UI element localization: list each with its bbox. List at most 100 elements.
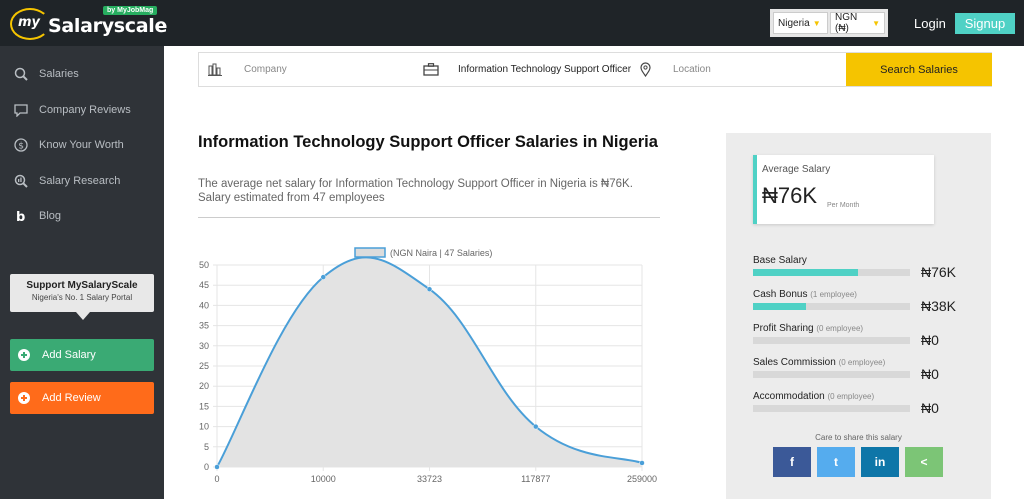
chevron-down-icon: ▼ bbox=[872, 18, 880, 28]
salary-distribution-chart: 0 5 10 15 20 25 30 35 40 45 50 0 10000 33723 117877 259… bbox=[199, 247, 657, 484]
chevron-down-icon: ▼ bbox=[812, 18, 821, 28]
y-tick-label: 35 bbox=[199, 321, 209, 331]
briefcase-icon bbox=[423, 63, 439, 76]
divider bbox=[198, 217, 660, 218]
salary-component-bar-fill bbox=[753, 303, 807, 310]
sidebar-item-blog[interactable]: b Blog bbox=[14, 207, 61, 225]
search-bar: Company Information Technology Support O… bbox=[198, 52, 992, 87]
sidebar-item-salary-research[interactable]: Salary Research bbox=[14, 172, 120, 190]
support-tooltip: Support MySalaryScale Nigeria's No. 1 Sa… bbox=[10, 274, 154, 320]
support-title: Support MySalaryScale bbox=[26, 280, 138, 291]
component-name: Base Salary bbox=[753, 255, 807, 266]
salary-component-bar-fill bbox=[753, 269, 859, 276]
sidebar-item-label: Company Reviews bbox=[39, 104, 131, 116]
salary-component-row: Profit Sharing (0 employee) ₦0 bbox=[753, 323, 963, 353]
page-title: Information Technology Support Officer S… bbox=[198, 133, 658, 151]
sidebar-item-label: Salaries bbox=[39, 68, 79, 80]
search-salaries-button[interactable]: Search Salaries bbox=[846, 53, 992, 86]
company-field[interactable]: Company bbox=[208, 53, 418, 86]
add-salary-label: Add Salary bbox=[42, 349, 96, 361]
logo-ring bbox=[10, 8, 50, 40]
blog-icon: b bbox=[14, 209, 28, 223]
series-area bbox=[217, 257, 642, 467]
support-subtitle: Nigeria's No. 1 Salary Portal bbox=[31, 293, 133, 302]
country-select-value: Nigeria bbox=[778, 17, 810, 29]
chat-icon bbox=[14, 103, 28, 117]
salary-component-bar bbox=[753, 303, 910, 310]
y-tick-label: 50 bbox=[199, 260, 209, 270]
signup-button[interactable]: Signup bbox=[955, 13, 1015, 34]
sidebar-item-company-reviews[interactable]: Company Reviews bbox=[14, 101, 131, 119]
y-tick-label: 5 bbox=[204, 442, 209, 452]
site-logo[interactable]: my Salaryscale by MyJobMag bbox=[10, 6, 170, 42]
currency-select-value: NGN (₦) bbox=[835, 12, 858, 34]
add-review-button[interactable]: Add Review bbox=[10, 382, 154, 414]
salary-component-row: Cash Bonus (1 employee) ₦38K bbox=[753, 289, 963, 319]
x-tick-label: 117877 bbox=[521, 474, 550, 484]
sidebar-item-label: Blog bbox=[39, 210, 62, 222]
twitter-share-button[interactable]: t bbox=[817, 447, 855, 477]
salary-component-value: ₦0 bbox=[921, 366, 939, 382]
data-point bbox=[320, 274, 326, 280]
salary-component-value: ₦0 bbox=[921, 400, 939, 416]
logo-name: Salaryscale bbox=[48, 15, 168, 37]
currency-select[interactable]: NGN (₦) ▼ bbox=[830, 12, 885, 34]
add-salary-button[interactable]: Add Salary bbox=[10, 339, 154, 371]
y-tick-label: 10 bbox=[199, 422, 209, 432]
sidebar-item-salaries[interactable]: Salaries bbox=[14, 65, 79, 83]
search-money-icon bbox=[14, 67, 28, 81]
plus-icon bbox=[18, 392, 30, 404]
salary-component-value: ₦38K bbox=[921, 298, 957, 314]
salary-component-label: Accommodation (0 employee) bbox=[753, 391, 874, 402]
component-employee-count: (0 employee) bbox=[816, 324, 864, 333]
svg-text:b: b bbox=[16, 210, 25, 223]
salary-component-row: Sales Commission (0 employee) ₦0 bbox=[753, 357, 963, 387]
research-icon bbox=[14, 174, 28, 188]
salary-component-bar bbox=[753, 269, 910, 276]
y-tick-label: 40 bbox=[199, 300, 209, 310]
map-pin-icon bbox=[640, 62, 651, 77]
location-field[interactable]: Location bbox=[640, 53, 840, 86]
sidebar-item-label: Know Your Worth bbox=[39, 139, 124, 151]
facebook-icon: f bbox=[790, 455, 794, 469]
x-tick-label: 259000 bbox=[627, 474, 657, 484]
salary-component-label: Base Salary bbox=[753, 255, 807, 266]
y-tick-label: 15 bbox=[199, 401, 209, 411]
share-share-button[interactable]: < bbox=[905, 447, 943, 477]
salary-component-label: Profit Sharing (0 employee) bbox=[753, 323, 863, 334]
salary-component-bar bbox=[753, 405, 910, 412]
average-salary-value: ₦76K bbox=[762, 183, 818, 208]
linkedin-share-button[interactable]: in bbox=[861, 447, 899, 477]
salary-component-row: Accommodation (0 employee) ₦0 bbox=[753, 391, 963, 421]
dollar-icon: $ bbox=[14, 138, 28, 152]
top-navbar: my Salaryscale by MyJobMag Nigeria ▼ NGN… bbox=[0, 0, 1024, 46]
y-tick-label: 25 bbox=[199, 361, 209, 371]
salary-component-bar bbox=[753, 371, 910, 378]
x-tick-label: 0 bbox=[214, 474, 219, 484]
legend-label: (NGN Naira | 47 Salaries) bbox=[390, 248, 492, 258]
salary-component-value: ₦0 bbox=[921, 332, 939, 348]
locale-selector: Nigeria ▼ NGN (₦) ▼ bbox=[770, 9, 888, 37]
component-employee-count: (0 employee) bbox=[827, 392, 875, 401]
component-name: Profit Sharing bbox=[753, 323, 814, 334]
sidebar-item-know-your-worth[interactable]: $ Know Your Worth bbox=[14, 136, 124, 154]
salary-component-label: Cash Bonus (1 employee) bbox=[753, 289, 857, 300]
salary-component-bar bbox=[753, 337, 910, 344]
data-point bbox=[426, 286, 433, 292]
building-icon bbox=[208, 63, 222, 76]
country-select[interactable]: Nigeria ▼ bbox=[773, 12, 828, 34]
sidebar-item-label: Salary Research bbox=[39, 175, 121, 187]
login-link[interactable]: Login bbox=[914, 16, 946, 31]
y-tick-label: 0 bbox=[204, 462, 209, 472]
job-title-field[interactable]: Information Technology Support Officer bbox=[423, 53, 648, 86]
twitter-icon: t bbox=[834, 455, 838, 469]
add-review-label: Add Review bbox=[42, 392, 101, 404]
component-employee-count: (0 employee) bbox=[838, 358, 886, 367]
x-tick-label: 33723 bbox=[417, 474, 442, 484]
plus-icon bbox=[18, 349, 30, 361]
y-tick-label: 45 bbox=[199, 280, 209, 290]
salary-component-value: ₦76K bbox=[921, 264, 957, 280]
average-salary-card: Average Salary ₦76K Per Month bbox=[753, 155, 934, 224]
facebook-share-button[interactable]: f bbox=[773, 447, 811, 477]
component-employee-count: (1 employee) bbox=[810, 290, 857, 299]
